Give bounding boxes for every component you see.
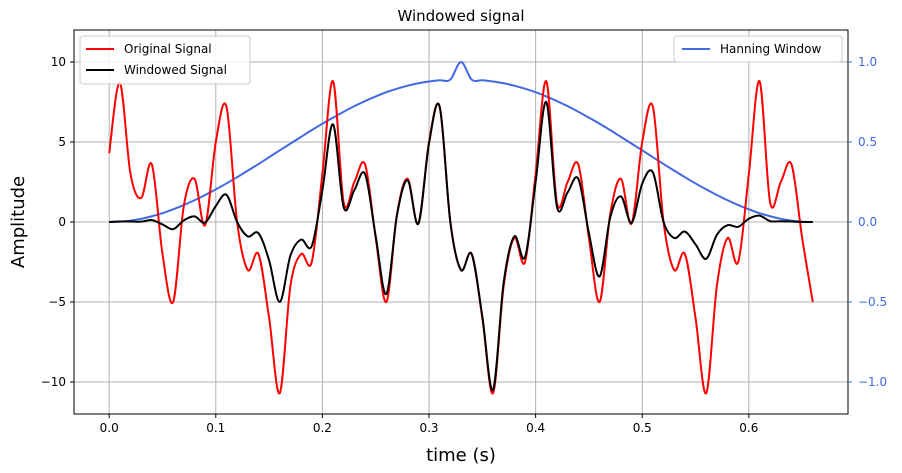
legend-left: Original Signal Windowed Signal <box>79 35 251 85</box>
y-tick-label-3: 5 <box>58 135 66 149</box>
x-tick-label-6: 0.6 <box>739 421 758 435</box>
legend-right: Hanning Window <box>673 35 843 63</box>
legend-label-hanning-window: Hanning Window <box>720 42 821 56</box>
legend-label-original-signal: Original Signal <box>124 42 212 56</box>
y-tick-label-4: 10 <box>51 55 66 69</box>
y-tick-label-0: −10 <box>41 375 66 389</box>
y-tick-label-2: 0 <box>58 215 66 229</box>
grid <box>74 30 848 414</box>
x-tick-label-4: 0.4 <box>526 421 545 435</box>
y2-tick-label-4: 1.0 <box>858 55 877 69</box>
y2-tick-label-2: 0.0 <box>858 215 877 229</box>
y-axis-label: Amplitude <box>8 176 29 268</box>
series-line-windowed-signal <box>109 100 813 392</box>
series-line-hanning-window <box>109 61 813 223</box>
x-tick-label-0: 0.0 <box>100 421 119 435</box>
x-axis-label: time (s) <box>426 445 496 466</box>
x-tick-label-5: 0.5 <box>633 421 652 435</box>
x-tick-label-1: 0.1 <box>206 421 225 435</box>
x-tick-label-3: 0.3 <box>419 421 438 435</box>
chart-title: Windowed signal <box>397 7 524 25</box>
plot-area <box>108 61 814 395</box>
y2-tick-label-3: 0.5 <box>858 135 877 149</box>
legend-left-box <box>79 35 251 85</box>
y-tick-label-1: −5 <box>48 295 66 309</box>
y-axis-left: −10 −5 0 5 10 <box>41 55 74 389</box>
x-axis: 0.0 0.1 0.2 0.3 0.4 0.5 0.6 <box>100 414 758 435</box>
y2-tick-label-1: −0.5 <box>858 295 887 309</box>
legend-right-box <box>673 35 843 63</box>
y-axis-right: −1.0 −0.5 0.0 0.5 1.0 <box>848 55 887 389</box>
x-tick-label-2: 0.2 <box>313 421 332 435</box>
legend-label-windowed-signal: Windowed Signal <box>124 63 227 77</box>
y2-tick-label-0: −1.0 <box>858 375 887 389</box>
